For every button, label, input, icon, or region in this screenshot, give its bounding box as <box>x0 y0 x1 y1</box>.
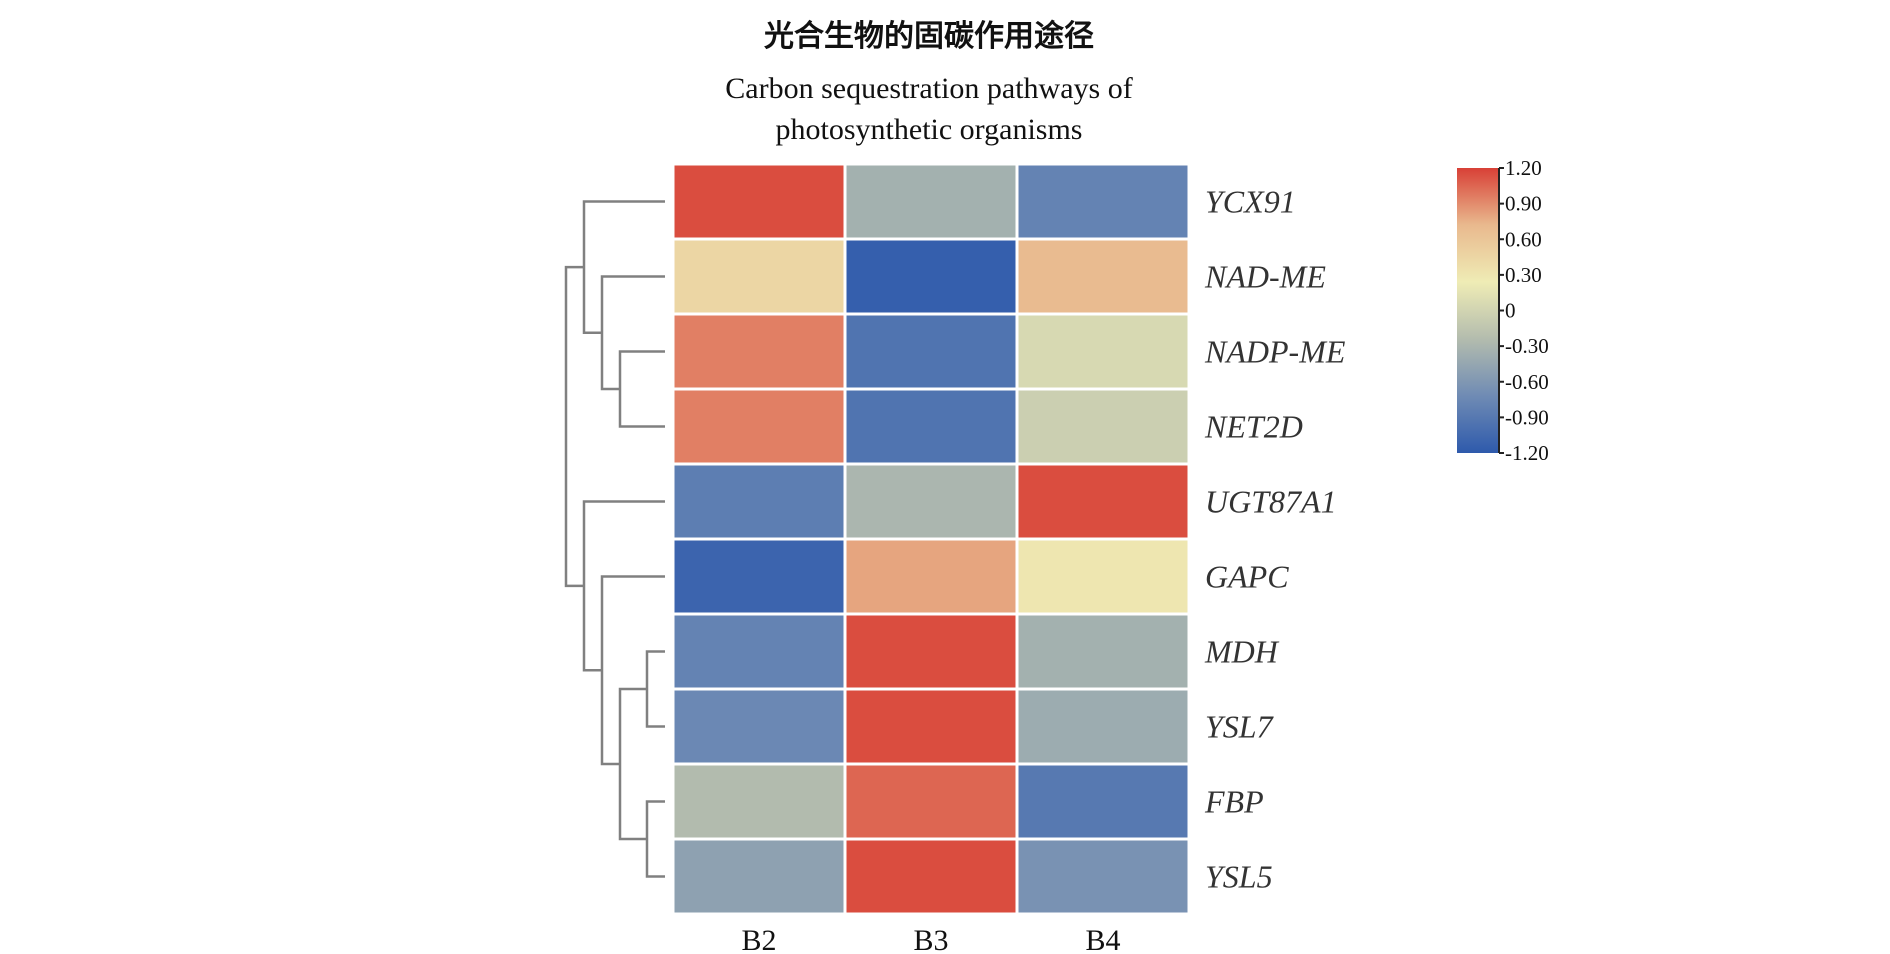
row-dendrogram <box>564 200 665 878</box>
row-label: NET2D <box>1204 409 1303 445</box>
chart-subtitle-line-1: Carbon sequestration pathways of <box>725 72 1132 105</box>
chart-title: 光合生物的固碳作用途径 <box>764 19 1094 54</box>
column-label: B3 <box>913 924 948 954</box>
heatmap-cell <box>671 537 847 616</box>
row-label: NAD-ME <box>1204 259 1326 295</box>
heatmap-cell <box>1015 537 1191 616</box>
heatmap-cell <box>1015 387 1191 466</box>
heatmap-cell <box>671 237 847 316</box>
heatmap-cell <box>671 462 847 541</box>
heatmap-cell <box>1015 162 1191 241</box>
dendrogram-branch <box>582 200 665 334</box>
colorbar-tick-label: -0.60 <box>1505 370 1549 394</box>
column-label: B2 <box>741 924 776 954</box>
colorbar: 1.20 0.90 0.60 0.30 0 -0.30 -0.60 -0.90 -1.20 <box>1457 156 1549 465</box>
heatmap-cell <box>843 612 1019 691</box>
heatmap-cell <box>671 312 847 391</box>
heatmap-cell <box>1015 462 1191 541</box>
row-label: GAPC <box>1205 559 1289 595</box>
dendrogram-branch <box>618 350 665 428</box>
heatmap-cell <box>671 762 847 841</box>
heatmap-cell <box>671 612 847 691</box>
heatmap-cell <box>1015 312 1191 391</box>
dendrogram-branch <box>600 575 665 766</box>
colorbar-tick-label: 0.60 <box>1505 227 1542 251</box>
dendrogram-branch <box>645 650 665 728</box>
dendrogram-branch <box>582 500 665 672</box>
colorbar-tick-label: 0.30 <box>1505 263 1542 287</box>
heatmap-cell <box>843 387 1019 466</box>
row-label: YSL5 <box>1205 859 1273 895</box>
column-labels: B2 B3 B4 <box>741 924 1120 954</box>
row-label: YCX91 <box>1205 184 1296 220</box>
heatmap-cell <box>843 687 1019 766</box>
column-label: B4 <box>1085 924 1120 954</box>
dendrogram-branch <box>618 687 647 841</box>
heatmap-cell <box>843 837 1019 916</box>
heatmap-cell <box>671 837 847 916</box>
heatmap-cell <box>671 162 847 241</box>
row-label: YSL7 <box>1205 709 1275 745</box>
heatmap-cell <box>671 687 847 766</box>
heatmap-cell <box>671 387 847 466</box>
row-label: FBP <box>1204 784 1264 820</box>
row-label: NADP-ME <box>1204 334 1346 370</box>
row-label: MDH <box>1204 634 1280 670</box>
colorbar-tick-label: 1.20 <box>1505 156 1542 180</box>
heatmap-cell <box>1015 762 1191 841</box>
heatmap-cell <box>843 462 1019 541</box>
row-labels: YCX91 NAD-ME NADP-ME NET2D UGT87A1 GAPC MDH YSL… <box>1204 184 1346 895</box>
heatmap-cell <box>843 537 1019 616</box>
dendrogram-branch <box>645 800 665 878</box>
colorbar-tick-label: -1.20 <box>1505 441 1549 465</box>
dendrogram-branch <box>564 265 584 588</box>
colorbar-tick-label: -0.90 <box>1505 405 1549 429</box>
colorbar-tick-label: 0 <box>1505 299 1516 323</box>
colorbar-tick-label: -0.30 <box>1505 334 1549 358</box>
heatmap-cell <box>843 162 1019 241</box>
heatmap-cell <box>843 312 1019 391</box>
heatmap-cell <box>1015 687 1191 766</box>
heatmap-cell <box>843 237 1019 316</box>
heatmap-cells <box>671 162 1191 916</box>
dendrogram-branch <box>600 275 665 391</box>
heatmap-cell <box>843 762 1019 841</box>
heatmap-cell <box>1015 612 1191 691</box>
colorbar-tick-label: 0.90 <box>1505 192 1542 216</box>
heatmap-cell <box>1015 837 1191 916</box>
heatmap-cell <box>1015 237 1191 316</box>
chart-subtitle-line-2: photosynthetic organisms <box>776 113 1083 146</box>
row-label: UGT87A1 <box>1205 484 1337 520</box>
colorbar-gradient <box>1457 168 1499 453</box>
